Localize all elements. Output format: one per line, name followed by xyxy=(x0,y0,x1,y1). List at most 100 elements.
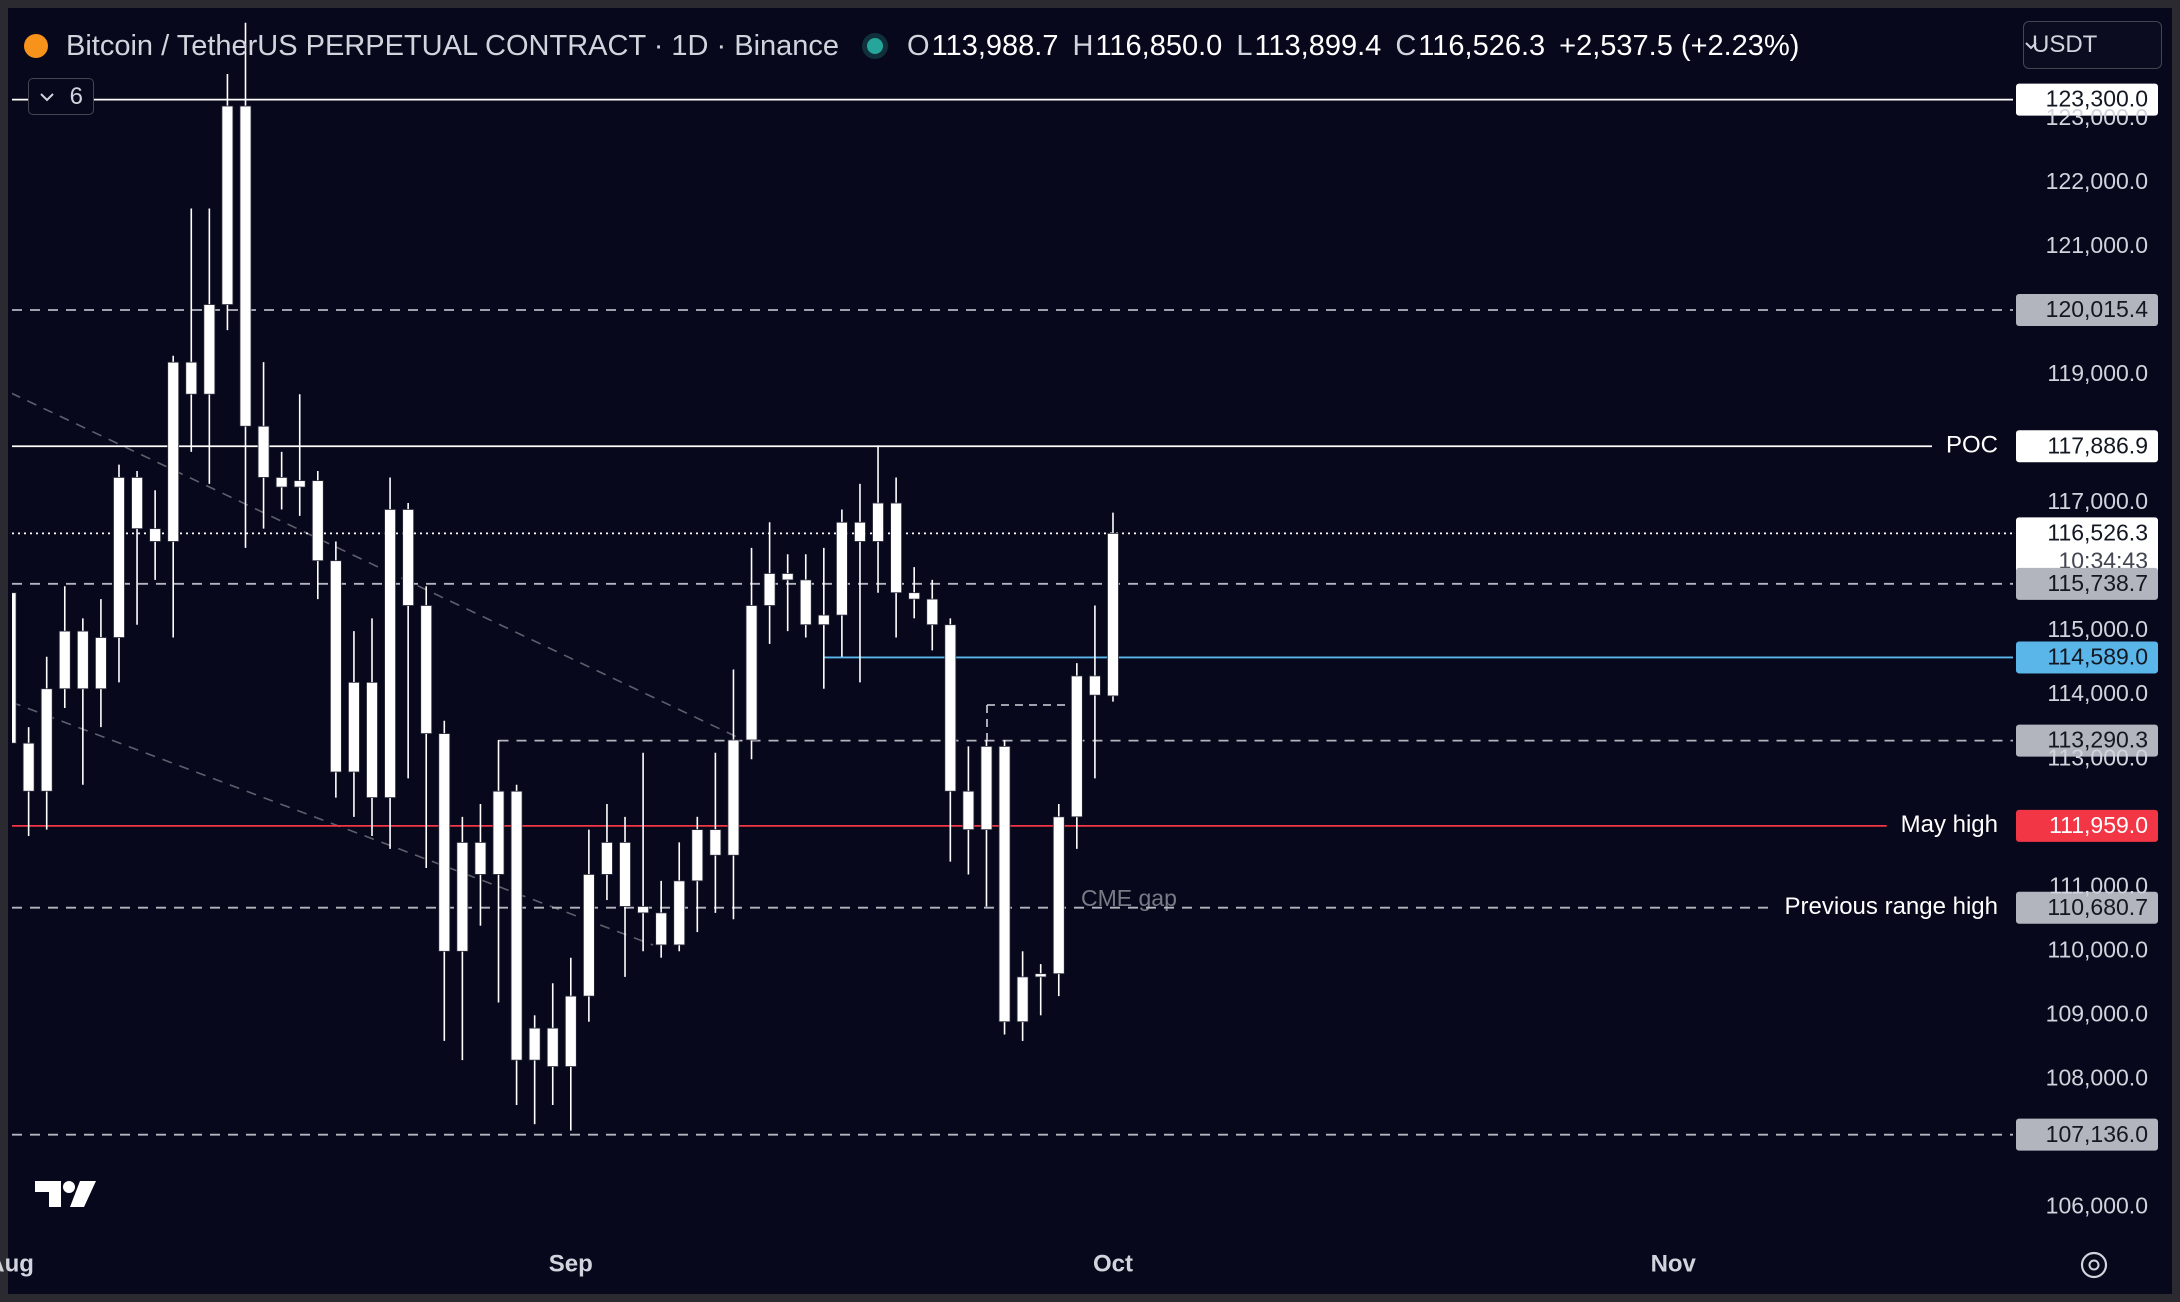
candle-body xyxy=(998,745,1011,1023)
levels: 123,300.0 120,015.4 POC 117,886.9 116,526.3 1… xyxy=(12,83,2158,1151)
candle-body xyxy=(113,477,125,638)
y-tick-label: 110,000.0 xyxy=(2047,936,2148,962)
candle-body xyxy=(799,579,812,626)
candle-body xyxy=(727,739,740,856)
status-dot xyxy=(867,38,884,54)
candle-body xyxy=(257,425,270,478)
gear-center[interactable] xyxy=(2088,1259,2100,1271)
candle-body xyxy=(1107,532,1119,697)
header: Bitcoin / TetherUS PERPETUAL CONTRACT · … xyxy=(24,24,1799,68)
candle-body xyxy=(58,630,71,690)
currency[interactable]: USDT xyxy=(2032,31,2098,58)
candle-body xyxy=(366,681,378,799)
price-badge xyxy=(2016,293,2158,326)
candle-body xyxy=(637,906,649,914)
candle-body xyxy=(384,509,396,799)
candle-body xyxy=(456,842,469,952)
y-tick-label: 115,000.0 xyxy=(2047,616,2148,642)
price-badge-label: 113,290.3 xyxy=(2047,727,2148,753)
candle-body xyxy=(564,995,577,1067)
y-tick-label: 119,000.0 xyxy=(2047,360,2148,386)
axes: 106,000.0 108,000.0 109,000.0 110,000.0 111,… xyxy=(0,104,2148,1277)
ohlc-value: 116,850.0 xyxy=(1095,29,1223,62)
candle-body xyxy=(890,502,903,594)
ohlc-value: 113,988.7 xyxy=(931,29,1059,62)
candle-body xyxy=(221,105,234,305)
candle-body xyxy=(582,874,595,997)
y-tick-label: 111,000.0 xyxy=(2049,872,2148,898)
candle-body xyxy=(131,477,143,530)
candle-body xyxy=(601,842,613,875)
candle-body xyxy=(22,742,35,792)
frame-right xyxy=(2172,0,2180,1302)
candle-body xyxy=(763,573,776,606)
candle-body xyxy=(203,304,216,395)
currency-select[interactable]: USDT xyxy=(2023,21,2162,69)
candle-body xyxy=(673,880,686,946)
candle-body xyxy=(510,790,523,1061)
candle-body xyxy=(619,842,631,907)
candle-body xyxy=(1016,976,1029,1023)
price-badge xyxy=(2016,891,2158,924)
y-tick-label: 113,000.0 xyxy=(2047,744,2148,770)
candle-body xyxy=(691,829,704,882)
ohlc-key: L xyxy=(1236,29,1253,62)
price-badge xyxy=(2016,517,2158,580)
price-badge-label: 107,136.0 xyxy=(2046,1121,2148,1147)
indicators-toggle[interactable]: 6 xyxy=(28,78,94,115)
gear[interactable] xyxy=(2080,1251,2108,1279)
price-badge xyxy=(2016,809,2158,842)
candle-body xyxy=(12,592,17,744)
candle-body xyxy=(474,842,487,875)
ohlc-value: 113,899.4 xyxy=(1254,29,1382,62)
candle-body xyxy=(76,630,89,690)
price-badge-label: 110,680.7 xyxy=(2047,894,2148,920)
settings-icon[interactable] xyxy=(2080,1251,2108,1279)
frame-bottom xyxy=(0,1294,2180,1302)
candle-body xyxy=(1052,816,1065,975)
candle-body xyxy=(438,733,451,952)
annotation: CME gap xyxy=(1081,885,1177,911)
candle-body xyxy=(854,521,866,542)
ohlc: O 113,988.7 H 116,850.0 L 113,899.4 C 116,526.3 xyxy=(907,30,1559,63)
y-tick-label: 114,000.0 xyxy=(2047,680,2148,706)
price-badge-label: 123,300.0 xyxy=(2046,86,2148,112)
price-badge xyxy=(2016,724,2158,757)
y-tick-label: 121,000.0 xyxy=(2046,232,2148,258)
candle-body xyxy=(781,573,794,581)
candle-body xyxy=(95,637,107,690)
y-tick-label: 117,000.0 xyxy=(2047,488,2148,514)
symbol: Bitcoin / TetherUS PERPETUAL CONTRACT · … xyxy=(66,29,840,62)
price-badge-label: 115,738.7 xyxy=(2047,570,2148,596)
candle-body xyxy=(185,361,198,395)
trend-line xyxy=(12,392,738,738)
indicators-count[interactable]: 6 xyxy=(69,82,83,110)
y-tick-label: 123,000.0 xyxy=(2046,104,2148,130)
price-badge xyxy=(2016,567,2158,600)
candle-body xyxy=(348,681,360,773)
candle-body xyxy=(420,605,433,734)
change: +2,537.5 (+2.23%) xyxy=(1559,29,1800,62)
chevron xyxy=(40,93,54,102)
candle-body xyxy=(944,624,957,792)
candle-body xyxy=(745,605,758,741)
candle-body xyxy=(275,477,288,488)
ohlc-value: 116,526.3 xyxy=(1418,29,1546,62)
drawings: CME gap xyxy=(12,392,1177,946)
ohlc-key: O xyxy=(907,29,930,62)
candle-body xyxy=(655,912,668,946)
trend-line xyxy=(12,701,654,946)
ohlc-key: C xyxy=(1395,29,1417,62)
frame-left xyxy=(0,0,8,1302)
candle-body xyxy=(167,361,180,542)
price-badge-label: 117,886.9 xyxy=(2047,432,2148,458)
level-name: Previous range high xyxy=(1785,893,1998,920)
candle-body xyxy=(835,521,848,616)
x-tick-label: Nov xyxy=(1651,1250,1697,1277)
y-tick-label: 122,000.0 xyxy=(2046,168,2148,194)
logo-part xyxy=(70,1181,96,1207)
ohlc-key: H xyxy=(1072,29,1094,62)
candle-body xyxy=(962,790,975,831)
candle-body xyxy=(1034,973,1047,978)
y-tick-label: 106,000.0 xyxy=(2046,1193,2148,1219)
